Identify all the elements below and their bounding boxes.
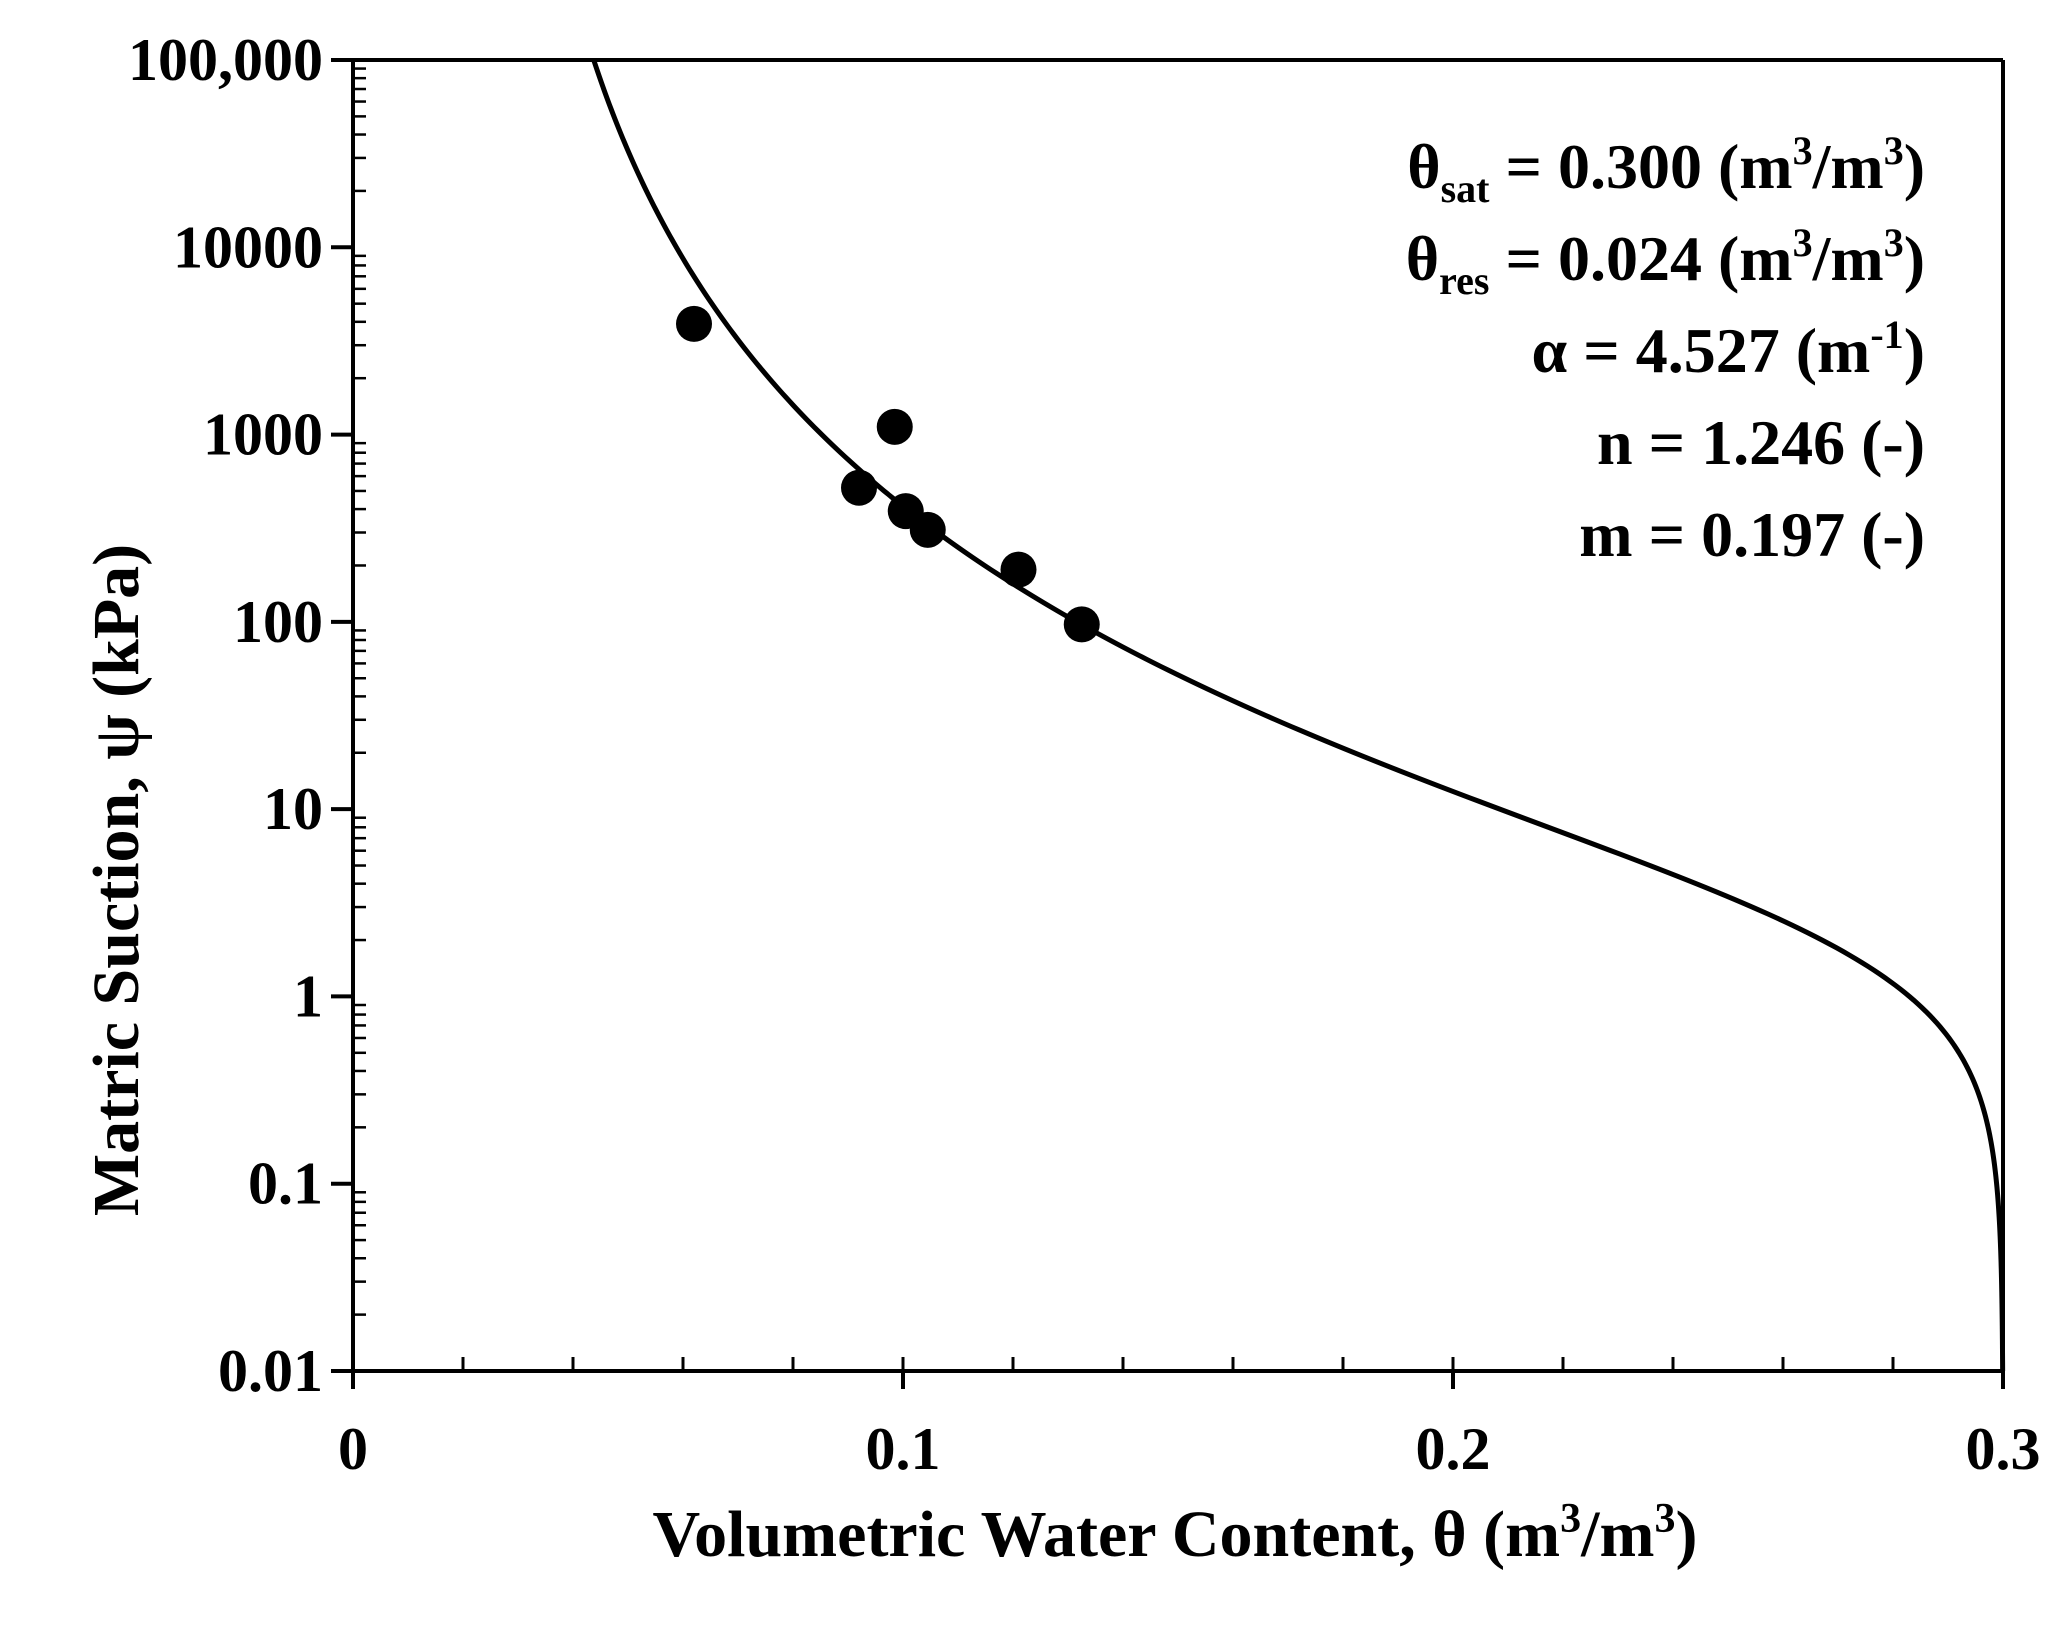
axes-group (331, 58, 2005, 1389)
y-tick-label: 10 (263, 776, 323, 842)
x-axis-title-main: Volumetric Water Content, θ (m (653, 1498, 1561, 1571)
x-axis-title-sup2: 3 (1654, 1496, 1675, 1542)
y-axis-title: Matric Suction, ψ (kPa) (80, 544, 153, 1216)
annotation-line: α = 4.527 (m-1) (1532, 312, 1925, 386)
annotation-subscript: sat (1441, 166, 1491, 211)
annotation-text: = 0.300 (m (1490, 131, 1793, 202)
annotation-superscript: 3 (1793, 128, 1813, 173)
data-point (841, 469, 877, 506)
x-axis-title-sup1: 3 (1560, 1496, 1581, 1542)
data-point (909, 511, 946, 548)
annotation-line: m = 0.197 (-) (1579, 499, 1925, 570)
x-axis-title: Volumetric Water Content, θ (m3/m3) (653, 1496, 1698, 1571)
annotation-subscript: res (1439, 258, 1489, 303)
annotation-line: n = 1.246 (-) (1597, 407, 1925, 478)
data-point (876, 408, 913, 445)
x-axis-title-end: ) (1675, 1498, 1697, 1571)
x-tick-label: 0 (338, 1416, 368, 1482)
annotation-line: θsat = 0.300 (m3/m3) (1407, 128, 1925, 211)
x-tick-label: 0.3 (1966, 1416, 2041, 1482)
annotation-superscript: -1 (1870, 312, 1903, 357)
annotation-superscript: 3 (1793, 220, 1813, 265)
annotation-superscript: 3 (1884, 220, 1904, 265)
y-tick-label: 0.1 (248, 1151, 323, 1217)
tick-labels-group: 0 0.1 0.2 0.3 0.01 0.1 1 10 100 1000 10000 100,000 (128, 27, 2041, 1482)
parameter-annotation: θsat = 0.300 (m3/m3)θres = 0.024 (m3/m3)… (1406, 128, 1925, 570)
data-point (1063, 606, 1100, 643)
x-tick-label: 0.1 (866, 1416, 941, 1482)
annotation-text: = 0.197 (-) (1633, 499, 1925, 570)
annotation-text: ) (1904, 223, 1925, 294)
annotation-symbol: m (1579, 499, 1632, 570)
data-point (676, 305, 712, 342)
y-tick-label: 1 (293, 963, 323, 1029)
data-point (1000, 551, 1037, 588)
annotation-symbol: θ (1407, 131, 1440, 202)
x-tick-label: 0.2 (1416, 1416, 1491, 1482)
annotation-text: ) (1904, 131, 1925, 202)
fit-curve (591, 59, 2006, 1372)
annotation-symbol: n (1597, 407, 1633, 478)
x-axis-title-mid: /m (1580, 1498, 1654, 1571)
annotation-text: /m (1812, 131, 1884, 202)
annotation-text: /m (1812, 223, 1884, 294)
y-tick-label: 1000 (203, 402, 323, 468)
annotation-text: = 0.024 (m (1490, 223, 1793, 294)
y-tick-label: 100 (233, 589, 323, 655)
y-tick-label: 10000 (173, 214, 323, 280)
annotation-text: = 1.246 (-) (1633, 407, 1925, 478)
annotation-text: ) (1904, 315, 1925, 386)
fit-curve-group (591, 59, 2006, 1372)
annotation-line: θres = 0.024 (m3/m3) (1406, 220, 1925, 303)
y-tick-label: 0.01 (218, 1338, 323, 1404)
y-tick-label: 100,000 (128, 27, 323, 93)
data-points-group (676, 305, 1100, 643)
annotation-symbol: α (1532, 315, 1568, 386)
annotation-symbol: θ (1406, 223, 1439, 294)
annotation-text: = 4.527 (m (1567, 315, 1870, 386)
annotation-superscript: 3 (1884, 128, 1904, 173)
